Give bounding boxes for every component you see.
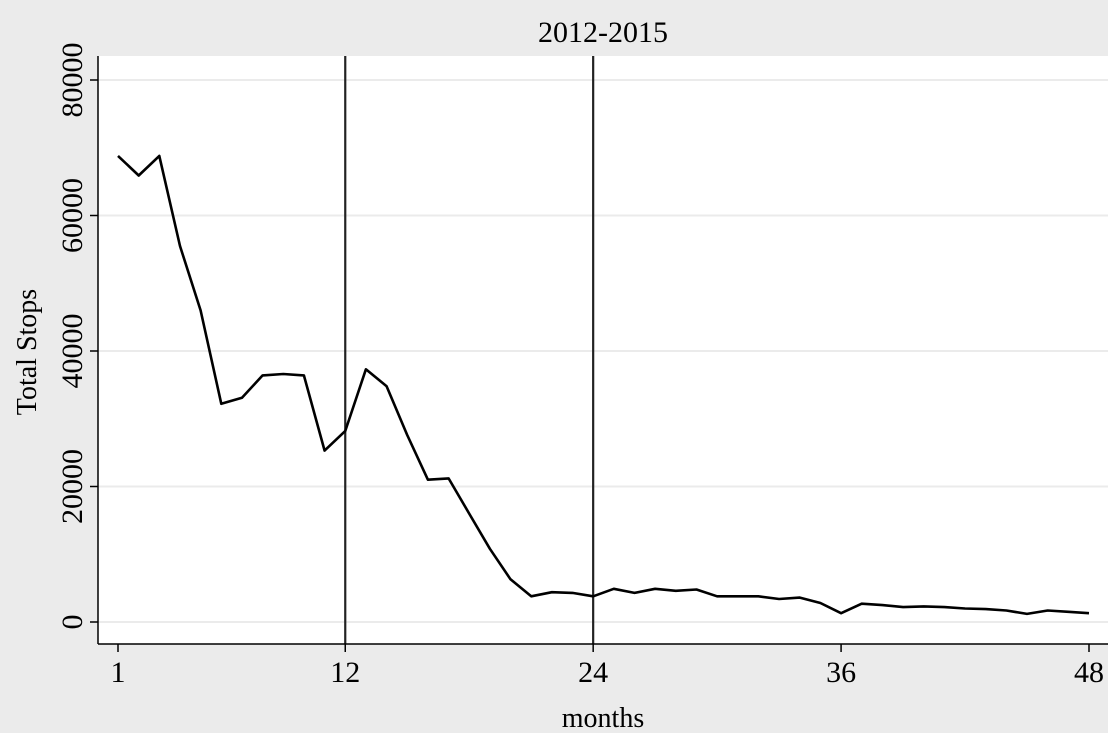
y-tick-label: 0 [56,615,89,630]
x-axis-title: months [562,703,644,733]
grid-lines [98,79,1108,623]
y-ticks: 0 20000 40000 60000 80000 [56,43,98,630]
y-tick-label: 80000 [56,43,89,118]
y-tick-label: 60000 [56,178,89,253]
reference-lines [344,56,595,644]
x-tick-label: 1 [111,656,126,689]
axes [97,56,1108,645]
series-line-0 [117,154,1090,616]
y-tick-label: 40000 [56,314,89,389]
y-tick-label: 20000 [56,449,89,524]
x-tick-label: 12 [330,656,360,689]
y-axis-title: Total Stops [12,289,43,415]
x-tick-label: 48 [1074,656,1104,689]
x-tick-label: 36 [826,656,856,689]
chart-title: 2012-2015 [538,16,668,49]
x-ticks: 1 12 24 36 48 [111,644,1104,689]
x-tick-label: 24 [578,656,608,689]
series-group [117,154,1090,616]
